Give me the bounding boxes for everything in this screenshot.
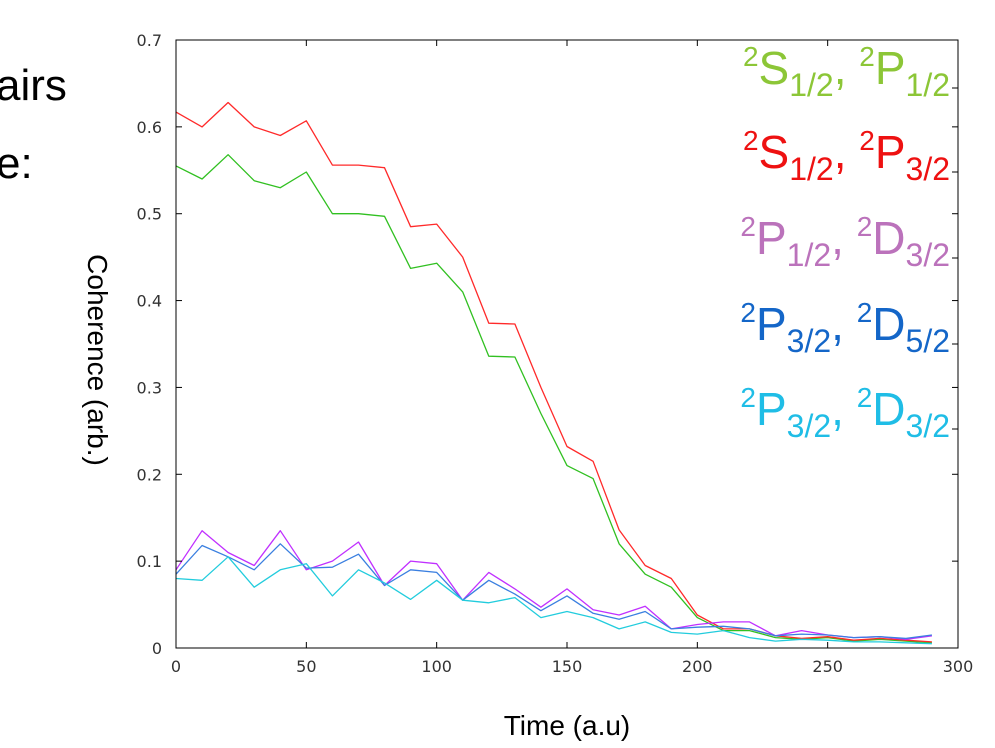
legend-entry-5: 2P3/2, 2D3/2	[740, 382, 950, 444]
series-line-5	[175, 556, 932, 645]
x-tick-label: 200	[682, 657, 713, 676]
series-line-1	[175, 154, 932, 644]
y-tick-label: 0.7	[137, 31, 162, 50]
legend-entry-4: 2P3/2, 2D5/2	[740, 297, 950, 359]
axis-ticks: 0 50 100 150 200 250 300 0 0.1 0.2 0.3 0.4 0.5 0.6 0.7	[137, 31, 974, 676]
y-tick-label: 0.1	[137, 552, 162, 571]
y-axis-title: Coherence (arb.)	[82, 254, 113, 466]
series-line-2	[175, 101, 932, 643]
x-tick-label: 50	[296, 657, 316, 676]
y-tick-label: 0.2	[137, 465, 162, 484]
x-tick-label: 0	[171, 657, 181, 676]
legend-entry-2: 2S1/2, 2P3/2	[743, 125, 950, 187]
y-tick-label: 0.6	[137, 118, 162, 137]
series-lines	[175, 101, 932, 645]
series-line-4	[175, 543, 932, 640]
x-tick-label: 250	[812, 657, 843, 676]
legend-entry-1: 2S1/2, 2P1/2	[743, 41, 950, 103]
y-tick-label: 0.5	[137, 205, 162, 224]
x-tick-label: 100	[421, 657, 452, 676]
series-line-3	[175, 530, 932, 640]
clipped-text-line-1: airs	[0, 61, 67, 110]
legend-entry-3: 2P1/2, 2D3/2	[740, 211, 950, 273]
y-tick-label: 0.3	[137, 378, 162, 397]
legend: 2S1/2, 2P1/2 2S1/2, 2P3/2 2P1/2, 2D3/2 2P3/…	[740, 41, 958, 444]
x-tick-label: 300	[943, 657, 974, 676]
x-tick-label: 150	[552, 657, 583, 676]
x-axis-title: Time (a.u)	[504, 710, 631, 741]
y-tick-label: 0.4	[137, 292, 162, 311]
y-tick-label: 0	[152, 639, 162, 658]
clipped-text-line-2: e:	[0, 139, 33, 188]
